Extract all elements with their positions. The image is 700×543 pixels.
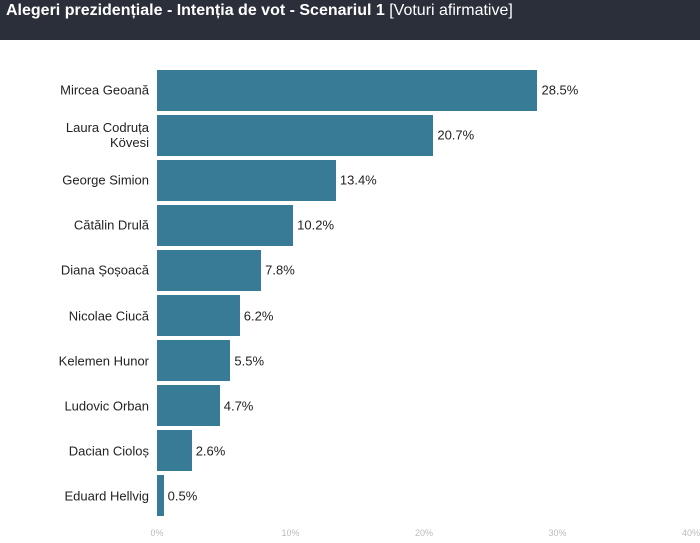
data-label: 2.6% bbox=[195, 443, 226, 459]
x-tick-label: 10% bbox=[281, 528, 300, 538]
bar bbox=[157, 385, 220, 427]
chart-subtitle: [Voturi afirmative] bbox=[389, 2, 513, 19]
x-tick-label: 30% bbox=[548, 528, 567, 538]
data-label: 6.2% bbox=[243, 308, 274, 323]
bar bbox=[157, 249, 262, 291]
bar bbox=[157, 475, 164, 517]
y-tick-label: Mircea Geoană bbox=[60, 82, 149, 98]
bar bbox=[157, 204, 294, 246]
y-tick-label: Ludovic Orban bbox=[64, 398, 149, 414]
y-tick-label: Cătălin Drulă bbox=[73, 217, 149, 233]
data-label: 10.2% bbox=[297, 217, 335, 233]
y-tick-label: Laura Codruța Kövesi bbox=[65, 120, 149, 151]
bar bbox=[157, 159, 336, 201]
y-tick-label: Nicolae Ciucă bbox=[68, 308, 149, 323]
y-tick-label: Diana Șoșoacă bbox=[60, 262, 149, 278]
x-tick-label: 0% bbox=[150, 528, 164, 538]
data-label: 28.5% bbox=[541, 82, 579, 98]
data-label: 13.4% bbox=[339, 172, 377, 188]
header: Alegeri prezidențiale - Intenția de vot … bbox=[0, 0, 700, 40]
x-tick-label: 40% bbox=[681, 528, 700, 538]
bar bbox=[157, 295, 240, 336]
data-label: 4.7% bbox=[223, 398, 254, 414]
y-tick-label: Kelemen Hunor bbox=[58, 353, 149, 369]
data-label: 0.5% bbox=[167, 488, 198, 504]
y-tick-label: George Simion bbox=[62, 172, 149, 188]
chart-title: Alegeri prezidențiale - Intenția de vot … bbox=[6, 2, 385, 19]
bar bbox=[157, 69, 538, 111]
data-label: 5.5% bbox=[234, 353, 265, 369]
bar bbox=[157, 340, 231, 382]
data-label: 20.7% bbox=[437, 127, 475, 143]
y-tick-label: Dacian Cioloș bbox=[68, 443, 149, 459]
y-tick-label: Eduard Hellvig bbox=[64, 488, 149, 504]
bar bbox=[157, 114, 434, 156]
data-label: 7.8% bbox=[265, 262, 295, 278]
x-tick-label: 20% bbox=[414, 528, 434, 538]
bar bbox=[157, 430, 192, 472]
